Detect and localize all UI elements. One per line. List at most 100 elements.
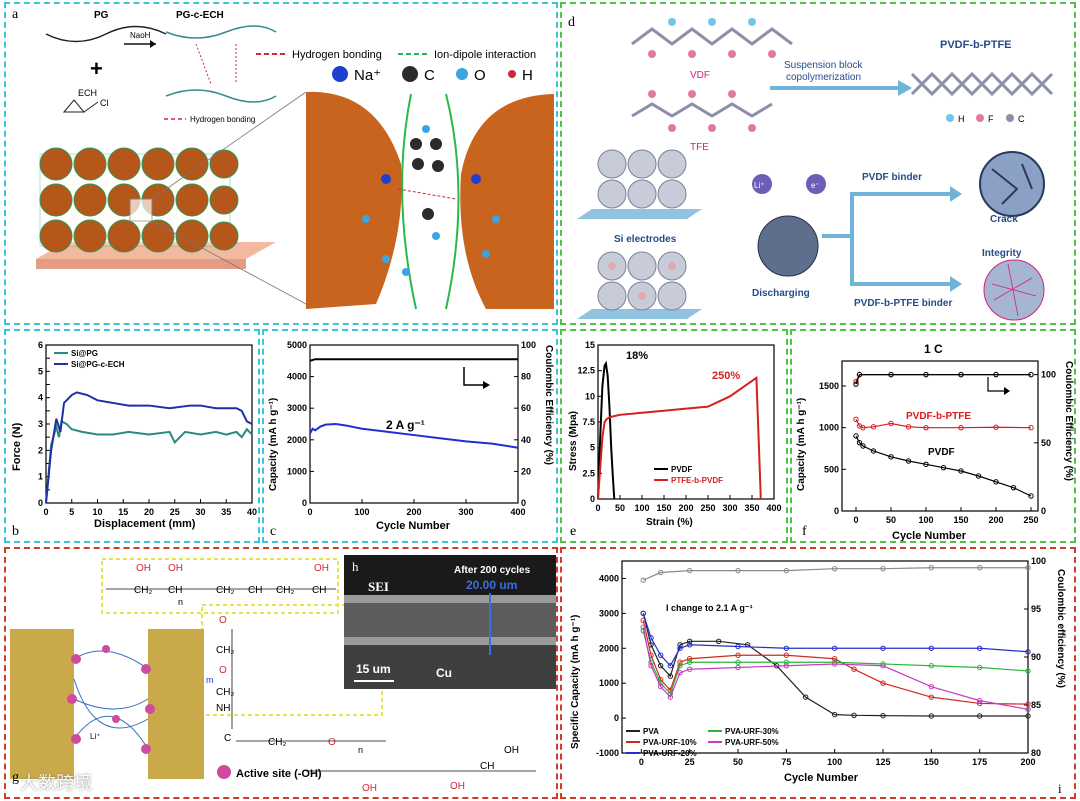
f-xtick-label: 100 (918, 515, 933, 525)
i-series-pva-urf-20--point (735, 643, 741, 650)
i-series-pva-urf-20--point (640, 610, 646, 617)
i-ytick-label: 2000 (599, 643, 619, 653)
i-xtick-label: 125 (875, 757, 890, 767)
i-series-ce-point (1025, 565, 1031, 571)
e-ytick-label: 10 (585, 391, 595, 401)
electrode-substrate-top (577, 209, 702, 219)
i-series-pva-urf-50--point (880, 663, 886, 669)
e-xtick-label: 0 (595, 503, 600, 513)
f-series-pvdf-point (923, 461, 929, 468)
e-ytick-label: 0 (590, 494, 595, 504)
c-xtick-label: 200 (406, 507, 421, 517)
i-ytick-label: 0 (614, 713, 619, 723)
i-series-pva-urf-50- (642, 627, 1029, 710)
f-series-pvdf-b-ptfe-point (1028, 424, 1034, 431)
crack-text: Crack (990, 214, 1018, 225)
e-ylabel: Stress (Mpa) (568, 411, 579, 471)
e-ytick-label: 2.5 (582, 468, 595, 478)
f-series-ce-pvdf-point (1028, 371, 1034, 378)
i-series-pva-point (657, 663, 664, 669)
electrode-substrate-bottom (577, 309, 702, 319)
b-ytick-label: 6 (38, 340, 43, 350)
b-ylabel: Force (N) (11, 422, 23, 471)
panel-c: Capacity (mA h g⁻¹) Coulombic Efficiency… (262, 329, 558, 543)
panel-b-label: b (12, 524, 19, 539)
i-series-ce-point (657, 569, 664, 576)
i-series-pva-urf-20--point (976, 645, 983, 651)
f-y2tick-label: 50 (1041, 438, 1051, 448)
b-xtick-label: 35 (221, 507, 231, 517)
f-y2tick-label: 100 (1041, 370, 1056, 380)
b-ytick-label: 4 (38, 393, 43, 403)
c-atom-legend-icon (1006, 114, 1014, 122)
i-series-pva-point (851, 712, 857, 718)
pg-chain (45, 25, 167, 43)
f-series-pvdf-point (888, 454, 894, 460)
i-legend-pva-urf-20--text: PVA-URF-20% (643, 749, 697, 758)
i-series-pva-urf-20--point (1025, 649, 1031, 655)
f-ylabel: Capacity (mA h g⁻¹) (796, 398, 807, 491)
c-xtick-label: 100 (354, 507, 369, 517)
i-series-pva-urf-50--point (735, 664, 741, 671)
i-series-pva-urf-30--point (976, 664, 983, 671)
f-series-pvdf-point (958, 468, 964, 474)
g-oh-4: OH (362, 783, 377, 794)
li-ion-icon (752, 174, 772, 194)
c-ytick-label: 5000 (287, 340, 307, 350)
g-c-1: C (224, 733, 231, 744)
i-ytick-label: 4000 (599, 573, 619, 583)
b-ytick-label: 5 (38, 366, 43, 376)
f-xtick-label: 150 (953, 515, 968, 525)
g-li-text: Li⁺ (90, 732, 100, 741)
c-y2tick-label: 60 (521, 403, 531, 413)
naoh-text: NaoH (130, 31, 151, 40)
c-ylabel2: Coulombic Efficiency (%) (543, 345, 554, 465)
h-scale1-text: 20.00 um (466, 578, 517, 592)
e-xlabel: Strain (%) (646, 517, 693, 528)
pg-ech-chain-top (165, 25, 277, 39)
b-legend-si-pg-text: Si@PG (71, 349, 98, 358)
g-ch2-1: CH₂ (134, 585, 152, 596)
i-series-pva-urf-50--point (648, 663, 654, 669)
c-y2tick-label: 80 (521, 372, 531, 382)
f-ann2: PVDF (928, 447, 955, 458)
h-scale2-text: 15 um (356, 662, 391, 676)
i-xtick-label: 175 (972, 757, 987, 767)
e-xtick-label: 100 (634, 503, 649, 513)
f-xtick-label: 250 (1023, 515, 1038, 525)
e-text: e⁻ (811, 181, 820, 190)
i-legend-pva-urf-50--text: PVA-URF-50% (725, 738, 779, 747)
b-xtick-label: 25 (170, 507, 180, 517)
panel-e-label: e (570, 524, 576, 539)
i-legend-pva-urf-10--text: PVA-URF-10% (643, 738, 697, 747)
e-ytick-label: 7.5 (582, 417, 595, 427)
i-series-pva-urf-30--point (928, 663, 935, 669)
b-ytick-label: 1 (38, 472, 43, 482)
pg-ech-chain-bottom (165, 89, 277, 103)
i-series-pva-point (677, 642, 683, 648)
ech-text: ECH (78, 88, 97, 98)
panel-a: a PG + NaoH ECH Cl PG-c-ECH Hydrogen bon… (4, 2, 558, 325)
cl-text: Cl (100, 98, 109, 108)
b-ytick-label: 0 (38, 498, 43, 508)
i-ylabel2: Coulombic efficiency (%) (1055, 569, 1066, 688)
e-xtick-label: 400 (766, 503, 781, 513)
integrity-text: Integrity (982, 248, 1022, 259)
binder-line-right (445, 93, 460, 310)
i-xtick-label: 200 (1020, 757, 1035, 767)
i-series-pva-point (976, 713, 983, 719)
f-xtick-label: 0 (853, 515, 858, 525)
binder2-text: PVDF-b-PTFE binder (854, 298, 952, 309)
c-xtick-label: 0 (307, 507, 312, 517)
legend-hb-text: Hydrogen bonding (292, 49, 382, 61)
hb-text-small: Hydrogen bonding (190, 115, 255, 124)
f-series-pvdf-point (975, 473, 982, 479)
copolymer-chain (910, 71, 1054, 97)
ech-epoxide-icon (62, 99, 99, 113)
e-xtick-label: 200 (678, 503, 693, 513)
i-ylabel: Specific Capacity (mA h g⁻¹) (570, 615, 581, 749)
f-series-ce-pvdf-point (958, 371, 964, 378)
i-ann: I change to 2.1 A g⁻¹ (666, 603, 753, 613)
si-electrodes-text: Si electrodes (614, 234, 677, 245)
i-series-pva-urf-10--point (677, 659, 683, 665)
